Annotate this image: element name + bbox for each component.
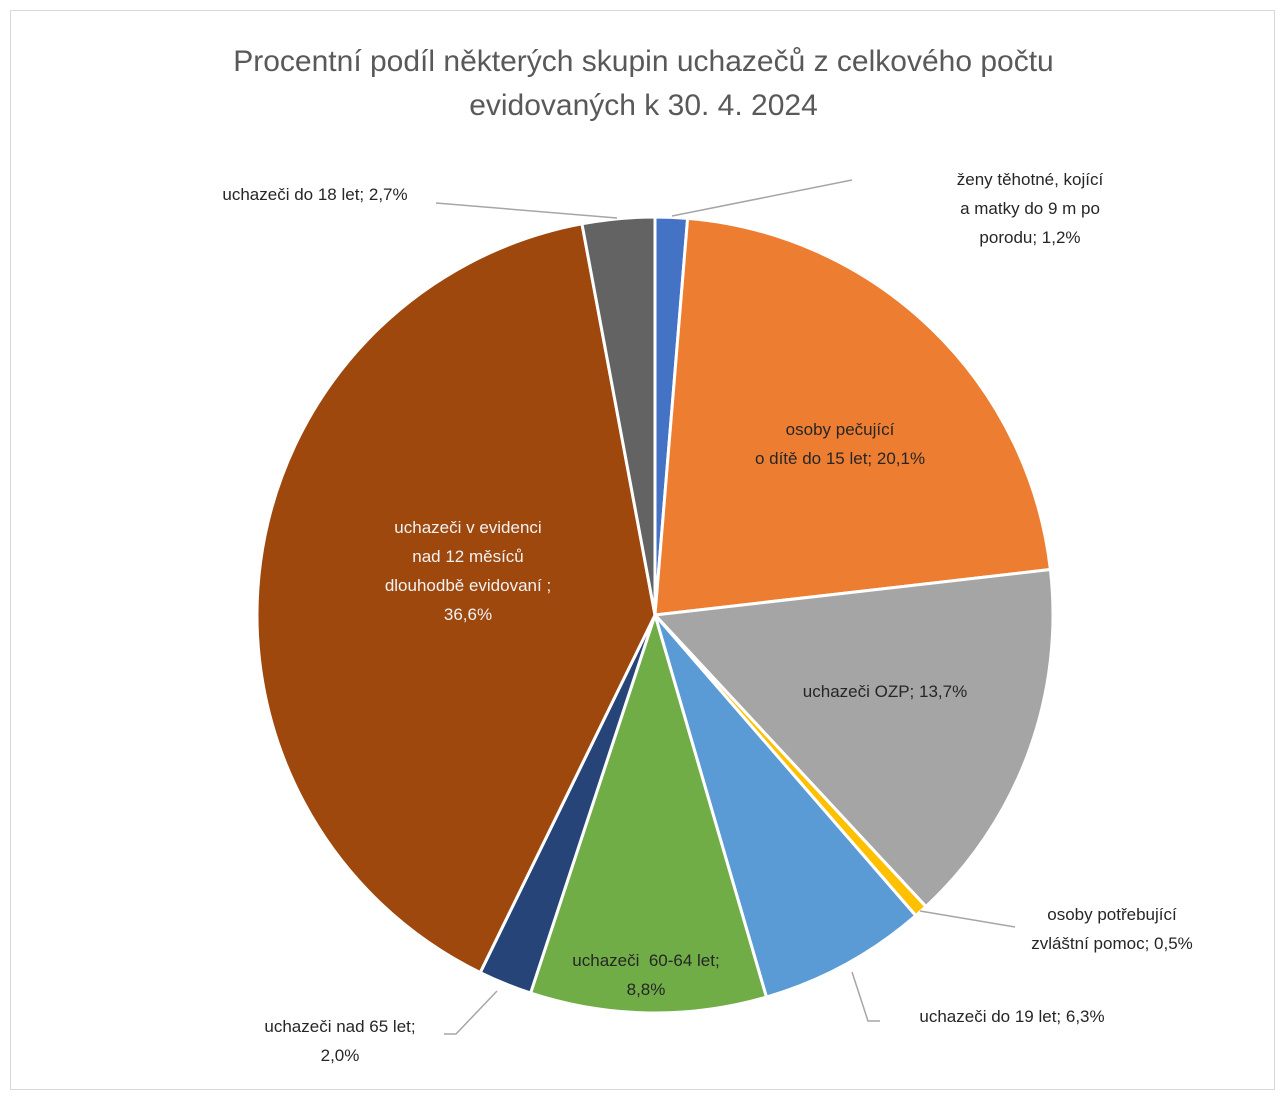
- leader-line-uchazeci-do-19-let: [851, 971, 880, 1022]
- data-label-line: zvláštní pomoc; 0,5%: [1031, 934, 1193, 953]
- data-label-line: porodu; 1,2%: [979, 228, 1080, 247]
- data-label-line: ženy těhotné, kojící: [957, 170, 1104, 189]
- data-label-uchazeci-nad-65-let: uchazeči nad 65 let; 2,0%: [264, 1017, 415, 1065]
- data-label-zeny-tehotne-kojici-a-matky-do-9-m-po-porodu: ženy těhotné, kojící a matky do 9 m po por…: [957, 170, 1104, 247]
- pie-slice-osoby-pecujici-o-dite-do-15-let: [653, 216, 1052, 617]
- data-label-line: 8,8%: [627, 980, 666, 999]
- data-label-line: osoby pečující: [786, 420, 895, 439]
- pie-slices: [255, 215, 1055, 1015]
- data-label-uchazeci-do-19-let: uchazeči do 19 let; 6,3%: [919, 1007, 1104, 1026]
- pie-slice-uchazeci-60-64-let: [529, 613, 768, 1015]
- data-label-line: uchazeči do 19 let; 6,3%: [919, 1007, 1104, 1026]
- data-label-uchazeci-60-64-let: uchazeči 60-64 let; 8,8%: [572, 951, 719, 999]
- pie-slice-uchazeci-ozp: [653, 568, 1055, 909]
- pie-slice-uchazeci-v-evidenci-nad-12-mesicu-dlouhodbe-evidovani: [255, 222, 657, 975]
- leader-lines: [435, 179, 1016, 1035]
- pie-slice-uchazeci-do-19-let: [653, 613, 918, 999]
- data-labels: ženy těhotné, kojící a matky do 9 m po por…: [222, 170, 1192, 1065]
- data-label-line: o dítě do 15 let; 20,1%: [755, 449, 925, 468]
- data-label-line: osoby potřebující: [1047, 905, 1177, 924]
- leader-line-zeny-tehotne-kojici-a-matky-do-9-m-po-porodu: [671, 179, 853, 217]
- data-label-uchazeci-ozp: uchazeči OZP; 13,7%: [803, 682, 967, 701]
- data-label-uchazeci-do-18-let: uchazeči do 18 let; 2,7%: [222, 185, 407, 204]
- data-label-osoby-pecujici-o-dite-do-15-let: osoby pečující o dítě do 15 let; 20,1%: [755, 420, 925, 468]
- leader-line-uchazeci-do-18-let: [435, 202, 618, 219]
- pie-slice-uchazeci-do-18-let: [580, 215, 657, 617]
- data-label-line: uchazeči nad 65 let;: [264, 1017, 415, 1036]
- data-label-uchazeci-v-evidenci-nad-12-mesicu-dlouhodbe-evidovani: uchazeči v evidenci nad 12 měsíců dlouhodb…: [385, 518, 551, 624]
- data-label-line: a matky do 9 m po: [960, 199, 1100, 218]
- data-label-line: uchazeči 60-64 let;: [572, 951, 719, 970]
- data-label-line: 2,0%: [321, 1046, 360, 1065]
- leader-line-osoby-potrebujici-zvlastni-pomoc: [919, 910, 1016, 928]
- leader-line-uchazeci-nad-65-let: [444, 990, 498, 1035]
- data-label-line: dlouhodbě evidovaní ;: [385, 576, 551, 595]
- data-label-line: uchazeči do 18 let; 2,7%: [222, 185, 407, 204]
- chart-title-line-2: evidovaných k 30. 4. 2024: [469, 89, 818, 122]
- chart-title-line-1: Procentní podíl některých skupin uchazeč…: [233, 45, 1054, 78]
- data-label-line: uchazeči OZP; 13,7%: [803, 682, 967, 701]
- data-label-line: uchazeči v evidenci: [394, 518, 541, 537]
- data-label-line: 36,6%: [444, 605, 492, 624]
- chart-title: Procentní podíl některých skupin uchazeč…: [0, 40, 1287, 128]
- data-label-line: nad 12 měsíců: [412, 547, 524, 566]
- data-label-osoby-potrebujici-zvlastni-pomoc: osoby potřebující zvláštní pomoc; 0,5%: [1031, 905, 1193, 953]
